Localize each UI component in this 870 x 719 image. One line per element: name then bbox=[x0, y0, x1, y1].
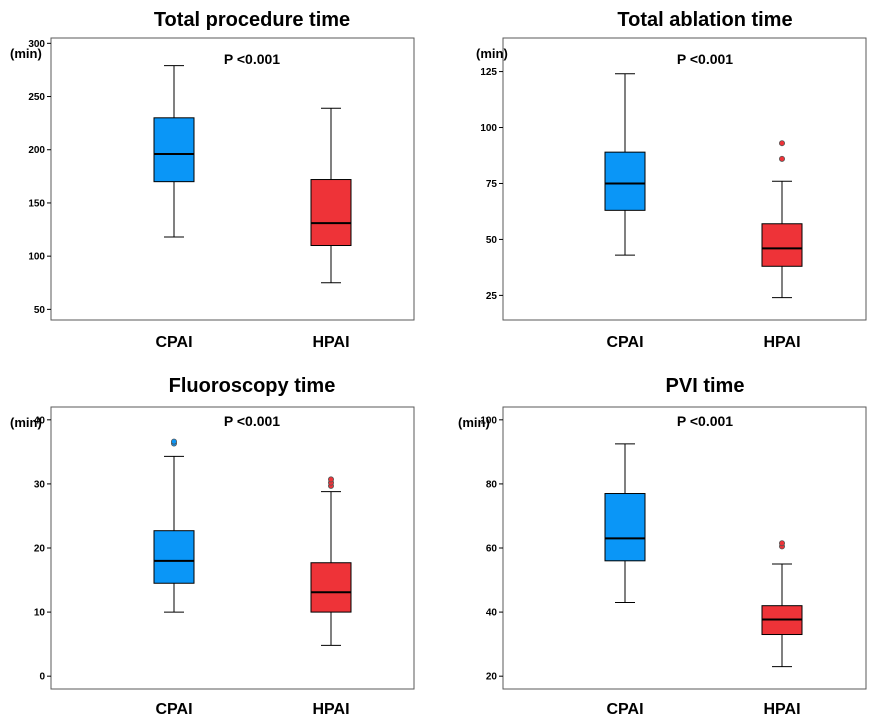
cpai-box bbox=[604, 151, 646, 211]
x-category-label: CPAI bbox=[606, 334, 643, 351]
y-axis-unit-label: (min) bbox=[10, 46, 42, 61]
hpai-outlier-point bbox=[779, 140, 786, 147]
x-category-label: CPAI bbox=[606, 701, 643, 718]
y-tick-label: 60 bbox=[486, 544, 498, 555]
plot-frame bbox=[50, 406, 415, 690]
p-value-annotation: P <0.001 bbox=[677, 51, 733, 67]
x-category-label: CPAI bbox=[155, 701, 192, 718]
chart-panel-3: Fluoroscopy time P <0.001 (min) 0 10 20 30 40 CP… bbox=[10, 375, 415, 718]
chart-title: PVI time bbox=[666, 375, 745, 397]
y-axis-unit-label: (min) bbox=[10, 415, 42, 430]
x-category-label: CPAI bbox=[155, 334, 192, 351]
x-category-label: HPAI bbox=[763, 701, 800, 718]
x-category-label: HPAI bbox=[312, 334, 349, 351]
hpai-outlier-point bbox=[779, 155, 786, 162]
y-tick-label: 20 bbox=[486, 672, 498, 683]
plot-frame bbox=[502, 37, 867, 321]
y-tick-label: 100 bbox=[480, 123, 497, 134]
y-tick-label: 150 bbox=[28, 198, 45, 209]
y-tick-label: 25 bbox=[486, 291, 498, 302]
p-value-annotation: P <0.001 bbox=[224, 413, 280, 429]
cpai-outlier-point bbox=[170, 438, 177, 445]
y-axis-unit-label: (min) bbox=[476, 46, 508, 61]
y-tick-label: 0 bbox=[39, 672, 45, 683]
y-tick-label: 250 bbox=[28, 92, 45, 103]
cpai-box bbox=[604, 493, 646, 562]
y-tick-label: 100 bbox=[28, 252, 45, 263]
y-tick-label: 20 bbox=[34, 544, 46, 555]
y-axis-unit-label: (min) bbox=[458, 415, 490, 430]
chart-title: Total procedure time bbox=[154, 9, 350, 31]
cpai-box bbox=[153, 117, 195, 183]
y-tick-label: 30 bbox=[34, 479, 46, 490]
hpai-box bbox=[310, 179, 352, 247]
hpai-box bbox=[761, 223, 803, 267]
y-tick-label: 300 bbox=[28, 39, 45, 50]
chart-panel-2: Total ablation time P <0.001 (min) 25 50 75 10… bbox=[476, 9, 867, 351]
y-tick-label: 80 bbox=[486, 479, 498, 490]
hpai-outlier-point bbox=[779, 540, 786, 547]
p-value-annotation: P <0.001 bbox=[224, 51, 280, 67]
hpai-outlier-point bbox=[327, 476, 334, 483]
p-value-annotation: P <0.001 bbox=[677, 413, 733, 429]
y-tick-label: 50 bbox=[34, 305, 46, 316]
plot-frame bbox=[502, 406, 867, 690]
chart-panel-4: PVI time P <0.001 (min) 20 40 60 80 100 CPAI HPAI bbox=[458, 375, 867, 718]
y-tick-label: 75 bbox=[486, 179, 498, 190]
y-tick-label: 40 bbox=[34, 415, 46, 426]
x-category-label: HPAI bbox=[312, 701, 349, 718]
plot-frame bbox=[50, 37, 415, 321]
x-category-label: HPAI bbox=[763, 334, 800, 351]
y-tick-label: 125 bbox=[480, 67, 497, 78]
chart-title: Fluoroscopy time bbox=[169, 375, 336, 397]
hpai-box bbox=[310, 562, 352, 613]
chart-title: Total ablation time bbox=[617, 9, 792, 31]
chart-panel-1: Total procedure time P <0.001 (min) 50 100 15… bbox=[10, 9, 415, 351]
cpai-box bbox=[153, 530, 195, 584]
y-tick-label: 200 bbox=[28, 145, 45, 156]
y-tick-label: 100 bbox=[480, 415, 497, 426]
y-tick-label: 10 bbox=[34, 608, 46, 619]
y-tick-label: 50 bbox=[486, 235, 498, 246]
y-tick-label: 40 bbox=[486, 608, 498, 619]
